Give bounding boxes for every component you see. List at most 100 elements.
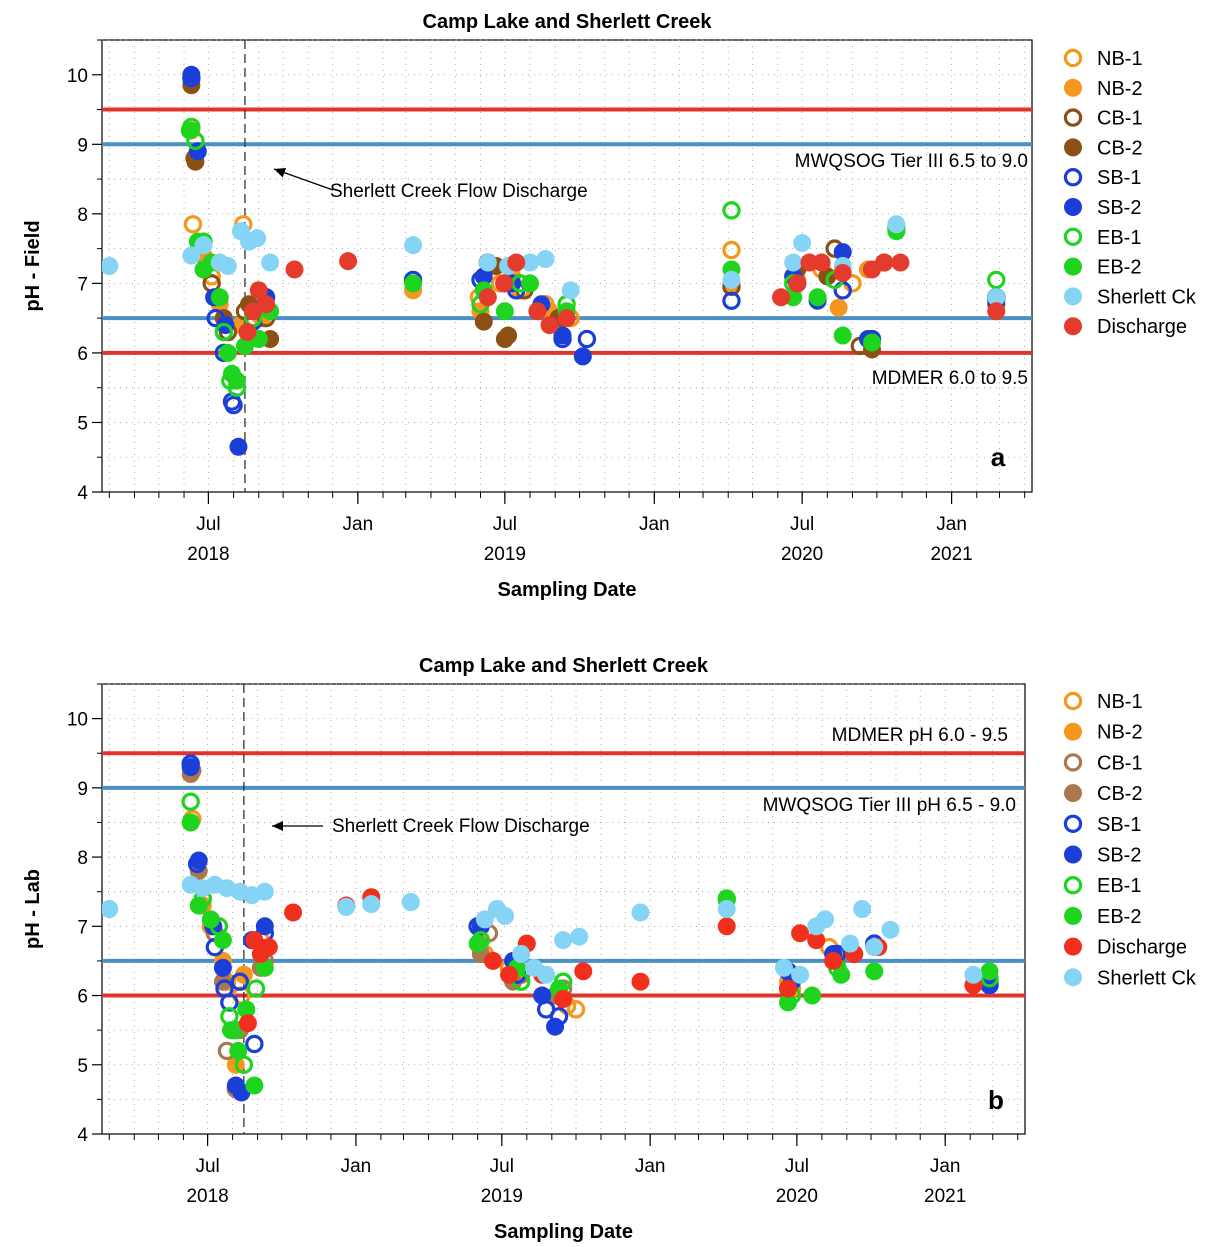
x-tick-year-label: 2018 (187, 544, 229, 565)
legend-label: NB-1 (1097, 48, 1143, 70)
x-tick-year-label: 2018 (186, 1186, 228, 1207)
legend-label: Discharge (1097, 937, 1187, 959)
data-point-cb-2 (499, 326, 518, 345)
data-point-discharge (807, 931, 826, 950)
data-point-eb-2 (521, 274, 540, 293)
data-point-eb-2 (210, 288, 229, 307)
y-tick-label: 9 (77, 779, 88, 800)
data-point-discharge (875, 253, 894, 272)
legend-label: CB-1 (1097, 752, 1143, 774)
data-point-sherlett-ck (774, 958, 793, 977)
data-point-sherlett-ck (570, 927, 589, 946)
data-point-sherlett-ck (182, 246, 201, 265)
data-point-sb-1 (722, 291, 741, 310)
data-point-sherlett-ck (521, 253, 540, 272)
data-point-discharge (891, 253, 910, 272)
data-point-sherlett-ck (475, 910, 494, 929)
data-point-discharge (500, 965, 519, 984)
data-point-sherlett-ck (631, 903, 650, 922)
y-tick-label: 6 (77, 987, 88, 1008)
y-tick-label: 8 (77, 848, 88, 869)
data-point-discharge (507, 253, 526, 272)
legend-marker (1063, 876, 1083, 895)
data-point-discharge (833, 263, 852, 282)
legend-marker (1064, 138, 1082, 157)
data-point-sherlett-ck (536, 250, 555, 269)
data-point-discharge (238, 1014, 257, 1033)
legend-marker (1063, 691, 1083, 711)
data-point-eb-2 (833, 326, 852, 345)
data-point-sherlett-ck (791, 965, 810, 984)
data-point-nb-1 (566, 1000, 586, 1019)
x-tick-label: Jul (493, 514, 517, 535)
data-point-sherlett-ck (102, 900, 119, 918)
x-tick-label: Jan (639, 514, 670, 535)
y-tick-label: 4 (77, 1125, 88, 1146)
x-tick-label: Jan (341, 1156, 372, 1177)
legend-label: EB-1 (1097, 227, 1141, 249)
data-point-sherlett-ck (496, 906, 515, 925)
legend-marker (1063, 108, 1083, 127)
legend-label: CB-2 (1097, 137, 1143, 159)
data-point-discharge (495, 274, 514, 293)
data-point-eb-2 (181, 813, 200, 832)
y-tick-label: 8 (77, 205, 88, 226)
data-point-sherlett-ck (194, 236, 213, 255)
legend: NB-1 NB-2 CB-1 CB-2 SB-1 SB-2 EB-1 EB-2 Sherlett… (1063, 48, 1197, 338)
annotation-label: Sherlett Creek Flow Discharge (330, 181, 588, 202)
reference-line-label: MDMER 6.0 to 9.5 (872, 368, 1028, 389)
legend-marker (1064, 784, 1082, 803)
legend-marker (1063, 227, 1083, 246)
y-tick-label: 5 (77, 413, 88, 434)
y-axis-title: pH - Lab (22, 869, 44, 949)
legend-marker (1064, 906, 1082, 925)
legend-label: EB-2 (1097, 906, 1141, 928)
x-tick-year-label: 2019 (481, 1186, 523, 1207)
data-point-discharge (257, 295, 276, 314)
data-point-discharge (557, 309, 576, 328)
data-point-eb-2 (201, 910, 220, 929)
data-point-eb-2 (779, 993, 798, 1012)
legend-marker (1064, 317, 1082, 336)
data-point-eb-2 (213, 931, 232, 950)
data-point-sherlett-ck (816, 910, 835, 929)
data-point-sherlett-ck (248, 229, 267, 248)
legend-label: EB-2 (1097, 257, 1141, 279)
data-point-sherlett-ck (478, 253, 497, 272)
data-point-nb-1 (183, 215, 203, 234)
y-tick-label: 7 (77, 274, 88, 295)
data-point-discharge (540, 316, 559, 335)
data-point-sherlett-ck (362, 895, 381, 914)
data-points (102, 754, 999, 1102)
legend-marker (1064, 722, 1082, 741)
legend: NB-1 NB-2 CB-1 CB-2 SB-1 SB-2 EB-1 EB-2 Discharg… (1063, 691, 1197, 989)
data-point-nb-1 (722, 240, 741, 260)
legend-marker (1063, 48, 1083, 68)
legend-marker (1063, 167, 1083, 187)
x-tick-year-label: 2020 (781, 544, 823, 565)
plot-area (101, 683, 1026, 1135)
x-tick-label: Jan (635, 1156, 666, 1177)
annotation-arrowhead (272, 821, 283, 831)
x-tick-label: Jul (790, 514, 814, 535)
data-point-discharge (478, 288, 497, 307)
legend-label: NB-2 (1097, 78, 1143, 100)
data-point-discharge (574, 962, 593, 981)
data-point-eb-1 (722, 201, 741, 220)
x-tick-year-label: 2020 (776, 1186, 818, 1207)
y-tick-label: 10 (67, 710, 88, 731)
panel-letter: a (991, 442, 1006, 472)
chart-title: Camp Lake and Sherlett Creek (423, 11, 713, 33)
x-axis-title: Sampling Date (498, 579, 637, 601)
data-point-sherlett-ck (401, 893, 420, 912)
x-tick-year-label: 2021 (930, 544, 972, 565)
data-point-sherlett-ck (337, 897, 356, 916)
legend-label: Sherlett Ck (1097, 967, 1197, 989)
data-point-sherlett-ck (102, 257, 119, 275)
data-point-sherlett-ck (404, 236, 423, 255)
data-point-discharge (788, 274, 807, 293)
y-tick-label: 5 (77, 1056, 88, 1077)
data-point-discharge (812, 253, 831, 272)
data-point-discharge (238, 323, 257, 342)
legend-label: CB-1 (1097, 108, 1143, 130)
